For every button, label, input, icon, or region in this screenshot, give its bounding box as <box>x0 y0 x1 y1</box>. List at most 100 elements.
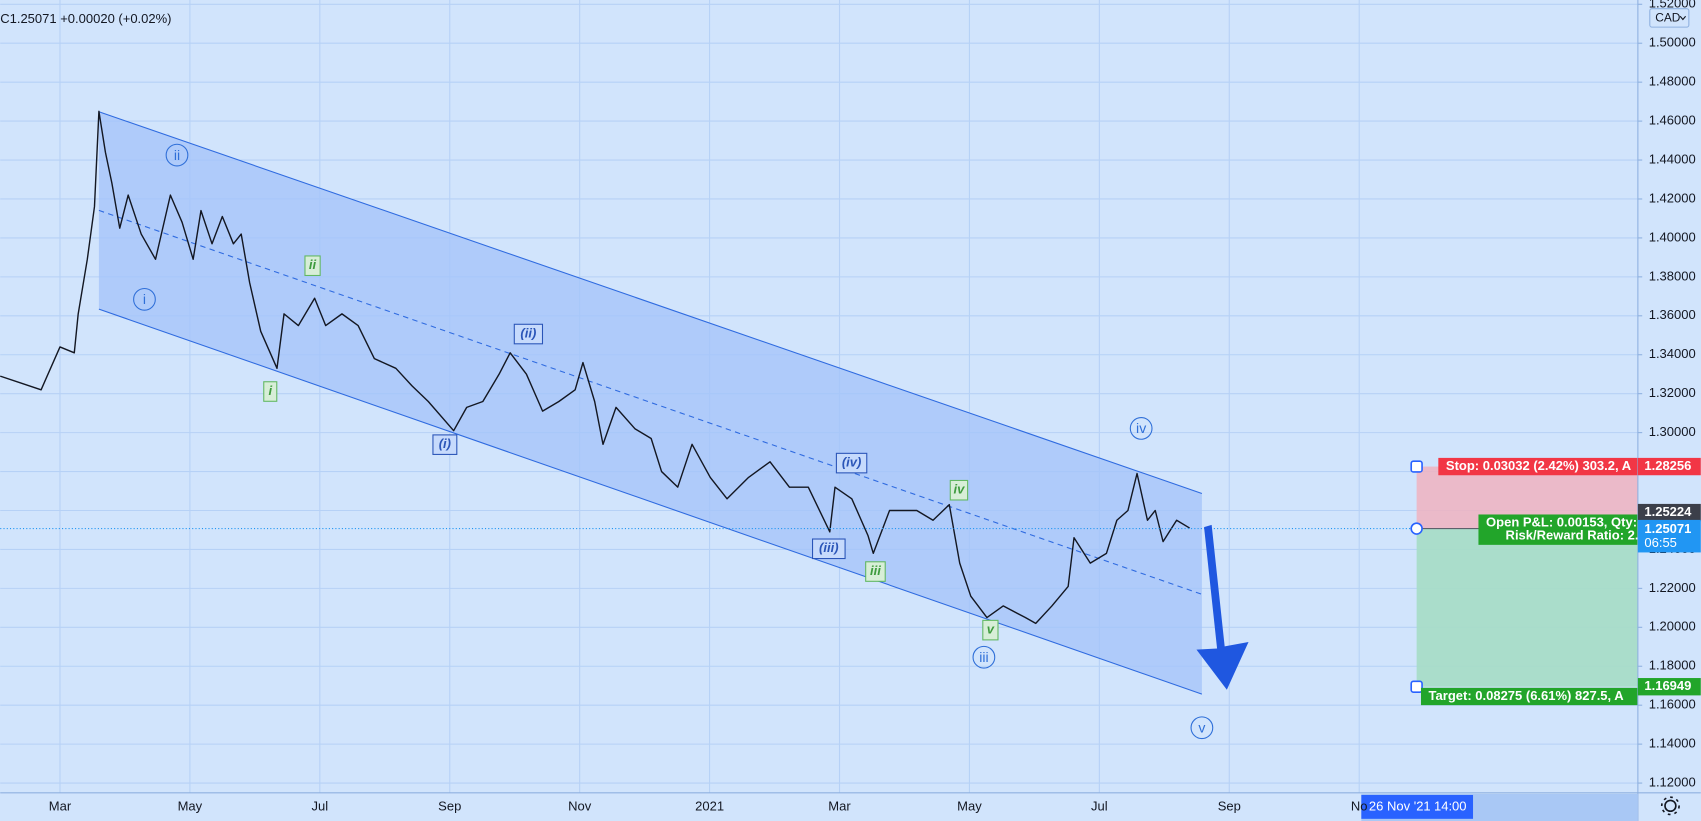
wave-label: iv <box>954 482 966 497</box>
price-tag <box>1637 457 1701 476</box>
last-price-tag <box>1637 519 1701 553</box>
settings-icon[interactable] <box>1664 799 1677 813</box>
x-tick-label: Mar <box>49 798 72 813</box>
stop-handle <box>1410 460 1423 473</box>
x-tick-label: Mar <box>828 798 851 813</box>
y-tick-label: 1.16000 <box>1649 697 1696 712</box>
dropdown-caret[interactable] <box>1679 15 1687 21</box>
wave-label: i <box>268 383 272 398</box>
y-tick-label: 1.44000 <box>1649 151 1696 166</box>
target-label-box <box>1420 687 1638 706</box>
wave-label: iii <box>870 563 881 578</box>
wave-box <box>432 434 458 455</box>
target-label: Target: 0.08275 (6.61%) 827.5, A <box>1429 688 1625 703</box>
x-tick-label: 2021 <box>695 798 724 813</box>
x-tick-label: Jul <box>1091 798 1108 813</box>
crosshair-time: 14:00 <box>1434 798 1467 813</box>
entry-handle <box>1410 522 1423 535</box>
x-tick-label: Jul <box>312 798 329 813</box>
wave-label: (iv) <box>842 455 862 470</box>
channel-lower <box>98 308 1203 695</box>
y-tick-label: 1.34000 <box>1649 346 1696 361</box>
wave-circle <box>165 143 189 167</box>
y-tick-label: 1.30000 <box>1649 424 1696 439</box>
price-tag <box>1637 503 1701 522</box>
wave-circle <box>133 287 156 311</box>
price-line <box>0 110 1190 625</box>
y-tick-label: 1.42000 <box>1649 190 1696 205</box>
wave-box <box>304 255 321 277</box>
wave-label: v <box>987 622 995 637</box>
wave-box <box>811 538 846 560</box>
y-tick-label: 1.32000 <box>1649 385 1696 400</box>
wave-box <box>513 323 544 345</box>
price-tag-label: 1.16949 <box>1644 678 1691 693</box>
legend-text: C1.25071 +0.00020 (+0.02%) <box>0 11 171 26</box>
circle-waves: i ii iii iv v <box>133 143 1214 740</box>
pnl-label: Open P&L: 0.00153, Qty: <box>1486 515 1637 530</box>
y-tick-label: 1.46000 <box>1649 113 1696 128</box>
price-tag-label: 1.25224 <box>1644 504 1692 519</box>
wave-box <box>865 561 886 582</box>
x-tick-label: May <box>178 798 203 813</box>
y-tick-label: 1.48000 <box>1649 74 1696 89</box>
parallel-channel <box>98 111 1203 695</box>
x-tick-label: May <box>957 798 982 813</box>
wave-circle <box>972 645 996 669</box>
target-handle <box>1410 680 1423 693</box>
minor-waves: i ii iii iv v <box>263 255 999 641</box>
y-tick-label: 1.22000 <box>1649 580 1696 595</box>
stop-label-box <box>1438 457 1638 476</box>
rr-label: Risk/Reward Ratio: 2. <box>1506 528 1639 543</box>
y-tick-label: 1.40000 <box>1649 229 1696 244</box>
price-tag <box>1637 678 1701 696</box>
y-tick-label: 1.52000 <box>1649 0 1696 11</box>
price-plot <box>0 110 1638 625</box>
y-tick-label: 1.50000 <box>1649 35 1696 50</box>
y-tick-label: 1.12000 <box>1649 775 1696 790</box>
x-tick-label: Sep <box>1218 798 1241 813</box>
pnl-label-box <box>1478 514 1638 545</box>
x-tick-label: Sep <box>438 798 461 813</box>
wave-label: iv <box>1136 420 1146 436</box>
settings-icon-teeth[interactable] <box>1660 796 1680 816</box>
wave-label: ii <box>174 147 180 163</box>
wave-label: i <box>143 291 146 307</box>
y-tick-label: 1.18000 <box>1649 658 1696 673</box>
price-tag-label: 1.28256 <box>1644 458 1691 473</box>
wave-label: v <box>1198 720 1205 736</box>
wave-circle <box>1190 716 1214 740</box>
currency-label[interactable]: CAD <box>1655 11 1681 25</box>
wave-box <box>263 381 278 402</box>
last-price-label: 1.25071 <box>1644 521 1691 536</box>
channel-upper <box>98 111 1203 494</box>
x-tick-label: No <box>1351 798 1368 813</box>
wave-label: ii <box>309 257 317 272</box>
target-arrow <box>1196 524 1249 690</box>
position-tool: Stop: 0.03032 (2.42%) 303.2, A Open P&L: … <box>1410 457 1639 706</box>
wave-label: iii <box>979 649 988 665</box>
wave-box <box>949 479 969 501</box>
target-zone <box>1416 528 1638 687</box>
intermediate-waves: (i) (ii) (iii) (iv) <box>432 323 868 560</box>
wave-circle <box>1129 417 1153 440</box>
channel-fill <box>98 111 1202 695</box>
y-tick-label: 1.38000 <box>1649 268 1696 283</box>
x-tick-label: Nov <box>568 798 592 813</box>
wave-box <box>835 452 868 474</box>
wave-label: (iii) <box>819 540 839 555</box>
wave-box <box>982 619 999 641</box>
y-tick-label: 1.20000 <box>1649 619 1696 634</box>
stop-label: Stop: 0.03032 (2.42%) 303.2, A <box>1446 458 1632 473</box>
y-tick-label: 1.36000 <box>1649 307 1696 322</box>
currency-dropdown[interactable] <box>1649 8 1690 28</box>
crosshair-date: 26 Nov '21 <box>1369 798 1431 813</box>
y-tick-label: 1.14000 <box>1649 736 1696 751</box>
wave-label: (i) <box>439 436 451 451</box>
wave-label: (ii) <box>520 325 536 340</box>
crosshair-time-box <box>1361 794 1474 819</box>
countdown: 06:55 <box>1644 535 1677 550</box>
